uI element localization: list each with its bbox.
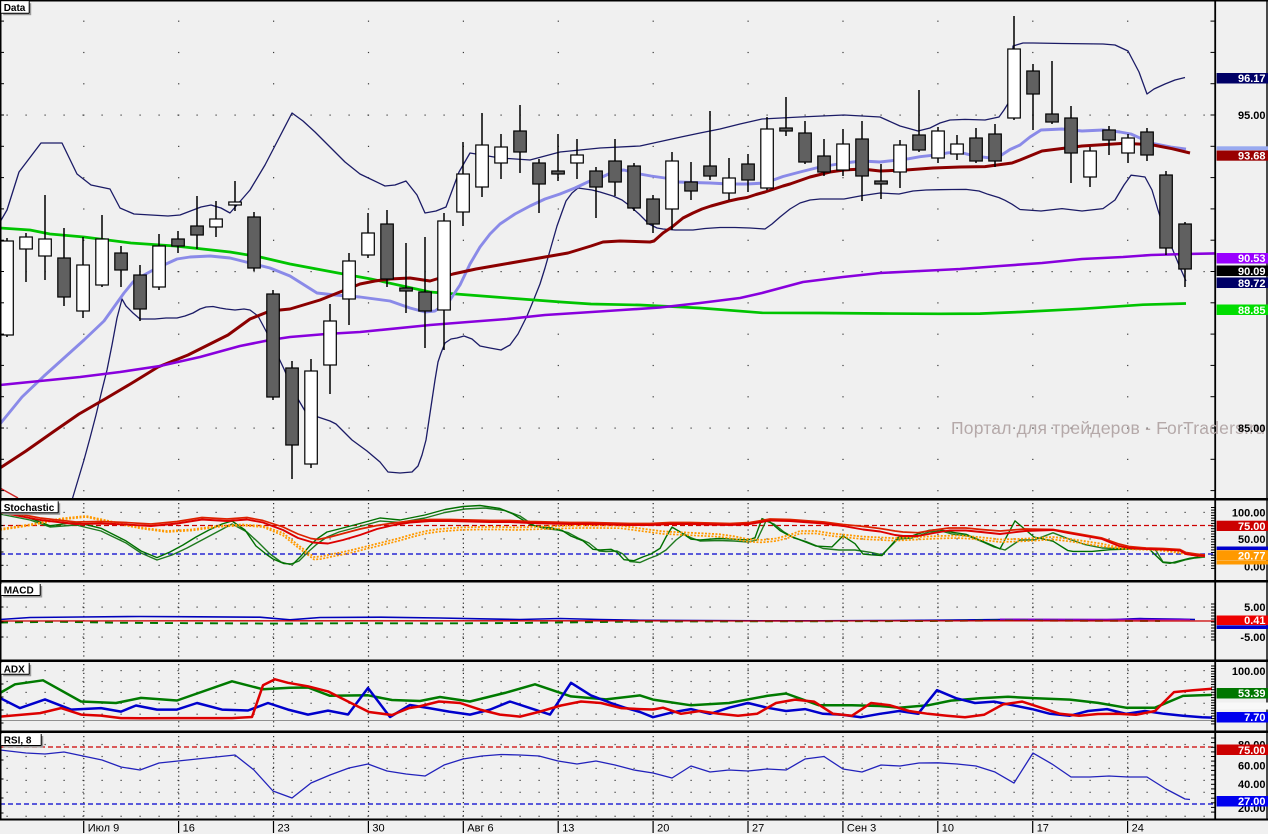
svg-text:Портал для трейдеров - ForTrad: Портал для трейдеров - ForTraders.ru [951,418,1265,438]
svg-text:27.00: 27.00 [1238,796,1266,808]
svg-text:50.00: 50.00 [1238,534,1266,546]
svg-text:96.17: 96.17 [1238,73,1266,85]
svg-text:89.72: 89.72 [1238,278,1266,290]
svg-text:88.85: 88.85 [1238,305,1266,317]
svg-text:-5.00: -5.00 [1240,632,1265,644]
svg-text:7.70: 7.70 [1244,712,1265,724]
svg-text:90.53: 90.53 [1238,253,1266,265]
svg-text:ADX: ADX [4,664,25,675]
svg-text:40.00: 40.00 [1238,779,1266,791]
svg-text:Stochastic: Stochastic [4,503,55,514]
svg-text:85.00: 85.00 [1238,423,1266,435]
svg-text:75.00: 75.00 [1238,745,1266,757]
svg-text:60.00: 60.00 [1238,760,1266,772]
svg-text:93.68: 93.68 [1238,151,1266,163]
svg-text:20: 20 [657,823,669,834]
svg-text:90.09: 90.09 [1238,266,1266,278]
svg-text:20.77: 20.77 [1238,550,1266,562]
svg-text:5.00: 5.00 [1244,602,1265,614]
svg-text:0.41: 0.41 [1244,615,1265,627]
svg-text:Июл 9: Июл 9 [88,823,120,834]
svg-text:27: 27 [752,823,764,834]
svg-text:Сен 3: Сен 3 [847,823,876,834]
svg-text:Авг 6: Авг 6 [467,823,493,834]
svg-text:24: 24 [1132,823,1144,834]
svg-text:30: 30 [372,823,384,834]
svg-text:10: 10 [942,823,954,834]
svg-text:17: 17 [1037,823,1049,834]
svg-text:RSI, 8: RSI, 8 [4,736,32,747]
svg-text:Data: Data [4,3,26,14]
svg-text:53.39: 53.39 [1238,688,1266,700]
svg-text:75.00: 75.00 [1238,521,1266,533]
svg-text:13: 13 [562,823,574,834]
svg-text:95.00: 95.00 [1238,110,1266,122]
svg-text:23: 23 [278,823,290,834]
svg-text:MACD: MACD [4,586,34,597]
svg-text:100.00: 100.00 [1232,666,1266,678]
svg-text:100.00: 100.00 [1232,507,1266,519]
svg-text:16: 16 [183,823,195,834]
